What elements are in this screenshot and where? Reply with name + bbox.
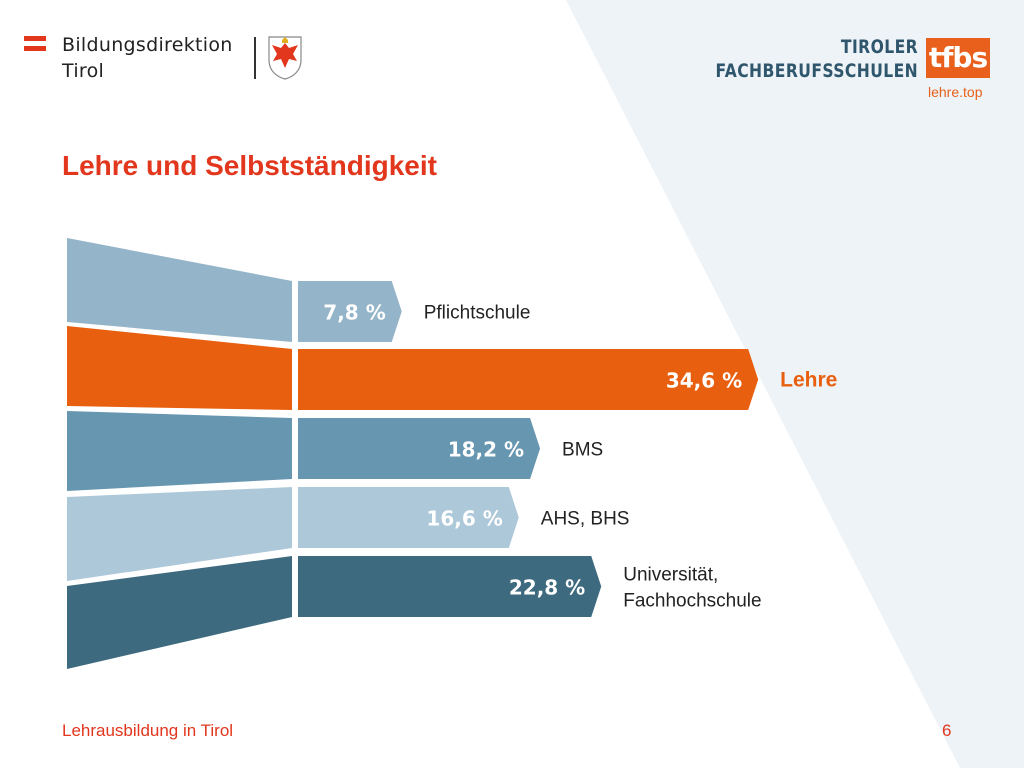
logo-divider — [254, 37, 256, 79]
bildungsdirektion-logo: Bildungsdirektion Tirol — [24, 32, 324, 82]
footer-caption: Lehrausbildung in Tirol — [62, 721, 234, 740]
bar — [298, 418, 541, 479]
value-label: 18,2 % — [448, 438, 524, 462]
value-label: 34,6 % — [666, 369, 742, 393]
bar — [298, 487, 519, 548]
value-label: 7,8 % — [323, 301, 385, 325]
page-number: 6 — [942, 721, 952, 740]
category-label: BMS — [562, 440, 603, 461]
funnel-segment — [67, 326, 292, 410]
page-title: Lehre und Selbstständigkeit — [62, 150, 437, 181]
category-label: Pflichtschule — [424, 303, 531, 324]
flag-stripe-top — [24, 36, 46, 41]
bar — [298, 349, 759, 410]
background-triangle — [566, 0, 1024, 768]
brand-line-2: FACHBERUFSSCHULEN — [715, 60, 918, 82]
flag-stripe-bottom — [24, 46, 46, 51]
org-name: Bildungsdirektion — [62, 34, 233, 56]
value-label: 22,8 % — [509, 576, 585, 600]
tyrol-eagle-crest-icon — [268, 36, 302, 80]
funnel-segment — [67, 556, 292, 669]
value-label: 16,6 % — [426, 507, 502, 531]
bar — [298, 281, 402, 342]
category-label: AHS, BHS — [541, 509, 630, 530]
org-region: Tirol — [62, 60, 105, 82]
brand-url: lehre.top — [928, 84, 983, 100]
bar — [298, 556, 602, 617]
funnel-segment — [67, 238, 292, 342]
category-label: Universität, Fachhochschule — [623, 565, 761, 612]
funnel-segment — [67, 487, 292, 581]
funnel-segment — [67, 411, 292, 491]
tfbs-logo: TIROLER FACHBERUFSSCHULEN tfbs lehre.top — [715, 36, 1000, 106]
category-label: Lehre — [780, 369, 837, 392]
brand-line-1: TIROLER — [840, 36, 918, 58]
tfbs-badge: tfbs — [926, 38, 990, 78]
